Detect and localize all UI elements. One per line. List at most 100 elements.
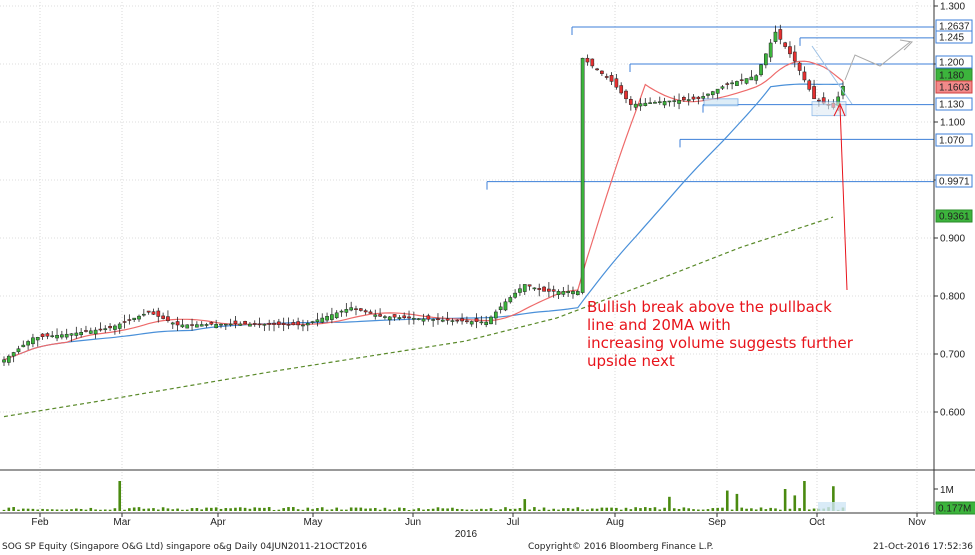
volume-bar: [446, 508, 449, 511]
volume-bar: [711, 508, 715, 511]
volume-bar: [489, 508, 493, 511]
x-tick-label: Aug: [606, 517, 624, 528]
volume-bar: [725, 490, 729, 511]
y-tick-label: 0.900: [940, 234, 965, 245]
volume-bar: [730, 509, 734, 511]
candle-body: [84, 330, 88, 332]
volume-bar: [36, 509, 40, 511]
annotation-line: line and 20MA with: [587, 316, 731, 334]
price-badge-label: 1.130: [939, 100, 964, 111]
candle-body: [667, 100, 672, 103]
volume-bar: [205, 507, 208, 511]
volume-bar: [639, 508, 642, 511]
candle-body: [11, 352, 16, 357]
candle-body: [354, 308, 358, 310]
candle-body: [151, 311, 156, 315]
volume-bar: [494, 509, 498, 511]
candle-body: [248, 323, 252, 327]
volume-bar: [41, 508, 44, 511]
candle-body: [561, 291, 566, 295]
candle-body: [243, 321, 247, 325]
x-tick-label: Jul: [507, 517, 520, 528]
candle-body: [445, 318, 450, 321]
price-badge-label: 1.180: [939, 71, 964, 82]
candle-body: [45, 333, 50, 337]
price-badge: [935, 209, 973, 223]
candle-body: [575, 291, 580, 295]
candle-body: [513, 292, 517, 298]
volume-bar: [378, 509, 382, 511]
candle-body: [465, 320, 469, 323]
volume-bar: [156, 509, 160, 511]
candle-body: [117, 323, 122, 329]
volume-bar: [132, 507, 136, 511]
price-badge: [935, 30, 973, 44]
candle-body: [759, 64, 763, 76]
volume-bar: [470, 509, 474, 511]
annotation-line: increasing volume suggests further: [587, 334, 853, 352]
candle-body: [392, 314, 397, 318]
candle-body: [764, 53, 768, 66]
candle-body: [349, 307, 354, 311]
candle-body: [653, 101, 657, 104]
candle-body: [518, 288, 522, 293]
volume-bar: [508, 508, 512, 511]
volume-bar: [359, 507, 363, 511]
volume-bar: [320, 507, 324, 511]
candle-body: [489, 316, 493, 325]
candle-body: [498, 306, 503, 311]
candle-body: [387, 316, 392, 321]
volume-bar: [533, 507, 536, 511]
volume-bar: [793, 495, 797, 511]
pullback-line: [811, 45, 853, 105]
volume-bar: [798, 508, 801, 511]
x-tick-label: Nov: [908, 517, 926, 528]
volume-bar: [26, 508, 30, 511]
candle-body: [527, 284, 532, 287]
candle-body: [638, 103, 643, 107]
volume-bar: [557, 509, 560, 511]
candle-body: [686, 99, 691, 101]
volume-bar: [571, 508, 575, 511]
volume-bar: [21, 508, 25, 511]
chart-frame: [0, 0, 975, 515]
candle-body: [556, 291, 561, 295]
candle-body: [537, 288, 542, 290]
volume-bar: [185, 509, 189, 511]
volume-bar: [750, 508, 753, 511]
candle-body: [296, 321, 300, 326]
candle-body: [141, 313, 146, 316]
candle-body: [214, 323, 219, 329]
candle-body: [301, 324, 305, 327]
volume-bar: [248, 508, 252, 511]
candle-body: [421, 318, 426, 322]
y-tick-label: 0.700: [940, 350, 965, 361]
y-tick-label: 1.300: [940, 2, 965, 13]
price-badge: [935, 174, 973, 188]
volume-bar: [306, 507, 310, 511]
timestamp: 21-Oct-2016 17:52:36: [873, 542, 973, 552]
candle-body: [55, 334, 59, 339]
candle-body: [768, 42, 773, 58]
candle-body: [542, 286, 546, 292]
volume-bar: [113, 508, 117, 511]
volume-bar: [566, 508, 570, 511]
volume-bar: [7, 507, 11, 511]
price-badge-label: 1.1603: [939, 83, 970, 94]
candle-body: [706, 93, 710, 96]
volume-bar: [402, 507, 406, 511]
volume-bar: [147, 508, 150, 511]
volume-bar: [764, 509, 768, 511]
volume-bar: [480, 508, 483, 511]
volume-bar: [272, 509, 276, 511]
price-badge-label: 0.9971: [939, 177, 970, 188]
candle-body: [474, 318, 479, 322]
candle-body: [204, 324, 209, 326]
candles: [2, 24, 845, 367]
volume-bar: [542, 507, 546, 511]
candle-body: [305, 323, 310, 326]
volume-bar: [648, 507, 652, 511]
volume-bar: [195, 508, 199, 511]
candle-body: [407, 316, 411, 319]
